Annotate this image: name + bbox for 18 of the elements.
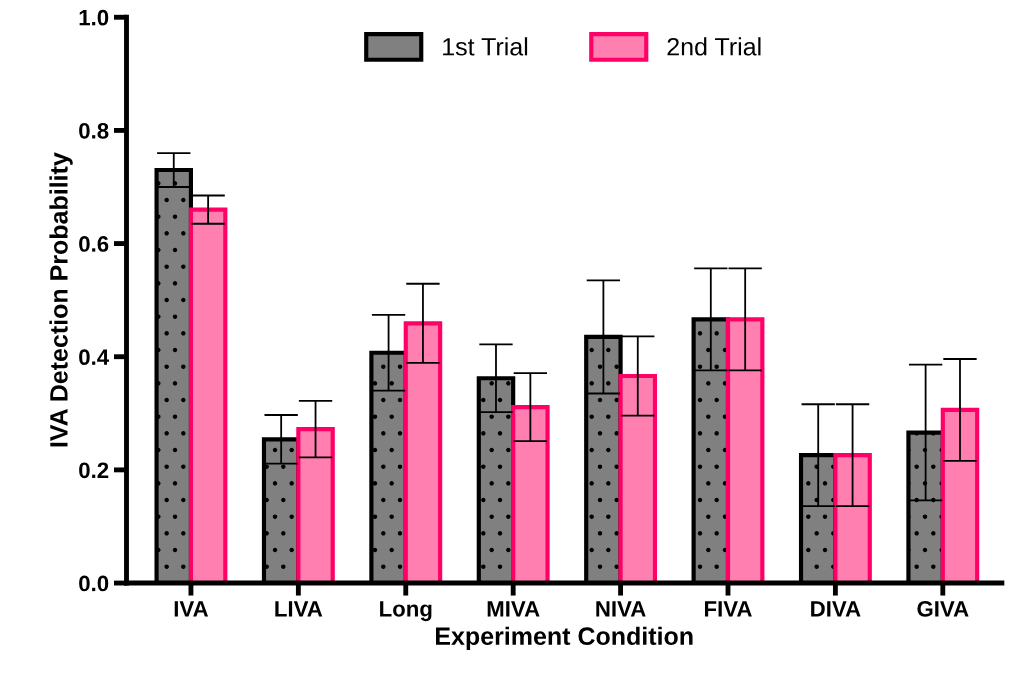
x-tick-label: LIVA bbox=[275, 601, 323, 617]
y-tick-label: 0.2 bbox=[79, 462, 109, 479]
legend-label: 2nd Trial bbox=[667, 37, 761, 56]
x-tick-label: Long bbox=[380, 601, 432, 622]
x-tick-label: IVA bbox=[174, 601, 209, 617]
y-tick-label: 0.0 bbox=[79, 575, 109, 592]
y-tick-label: 0.8 bbox=[79, 122, 109, 139]
x-tick-label: NIVA bbox=[596, 601, 646, 617]
y-tick-label: 0.4 bbox=[79, 349, 110, 365]
y-tick-label: 0.6 bbox=[79, 236, 109, 252]
x-tick-label: FIVA bbox=[704, 601, 752, 617]
x-tick-label: MIVA bbox=[487, 601, 540, 617]
y-axis-title: IVA Detection Probability bbox=[49, 152, 73, 447]
x-tick-label: DIVA bbox=[811, 601, 861, 617]
x-axis-title: Experiment Condition bbox=[436, 626, 693, 650]
y-tick-label: 1.0 bbox=[79, 9, 109, 26]
legend-label: 1st Trial bbox=[443, 37, 528, 56]
x-tick-label: GIVA bbox=[917, 601, 969, 617]
